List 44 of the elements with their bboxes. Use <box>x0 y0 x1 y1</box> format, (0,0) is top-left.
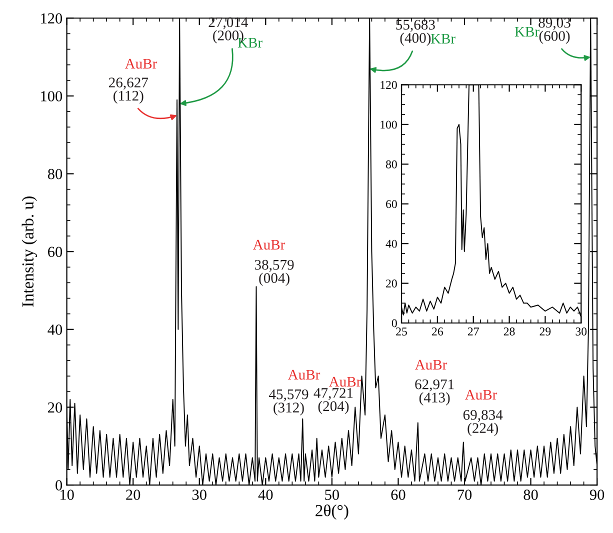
y-tick-label: 60 <box>48 246 62 258</box>
x-tick-label: 50 <box>325 490 339 500</box>
y-tick-label: 120 <box>41 13 62 24</box>
y-tick-label: 20 <box>386 280 397 288</box>
y-tick-label: 120 <box>380 80 397 89</box>
annotation: AuBr <box>464 390 498 400</box>
x-tick-label: 28 <box>504 328 515 336</box>
x-tick-label: 80 <box>524 490 538 500</box>
x-tick-label: 40 <box>258 490 273 500</box>
y-axis-title: Intensity (arb. u) <box>22 196 37 307</box>
annotation: 62,971 (413) <box>415 379 454 406</box>
annotation: AuBr <box>288 370 320 380</box>
annotation: 89,03 (600) <box>538 18 570 44</box>
annotation: KBr <box>430 34 456 44</box>
x-tick-label: 29 <box>540 328 551 336</box>
annotation: 47,721 (204) <box>314 388 353 414</box>
y-tick-label: 60 <box>386 200 397 208</box>
annotation: 38,579 (004) <box>254 260 294 286</box>
x-tick-label: 20 <box>126 490 140 500</box>
y-tick-label: 100 <box>41 91 62 102</box>
y-tick-label: 0 <box>392 319 397 328</box>
y-tick-label: 80 <box>48 168 62 180</box>
annotation: AuBr <box>124 58 158 69</box>
annotation: 69,834 (224) <box>463 410 503 436</box>
annotation: AuBr <box>328 376 362 387</box>
annotation: KBr <box>514 26 540 37</box>
annotation: AuBr <box>414 360 448 370</box>
y-tick-label: 40 <box>386 240 397 248</box>
annotation: 45,579 (312) <box>268 389 308 416</box>
y-tick-label: 20 <box>48 402 62 413</box>
x-tick-label: 90 <box>590 490 604 500</box>
x-tick-label: 10 <box>60 490 74 500</box>
x-tick-label: 30 <box>576 328 587 336</box>
x-tick-label: 27 <box>468 328 479 336</box>
x-tick-label: 70 <box>458 490 472 500</box>
annotation: AuBr <box>252 240 286 250</box>
x-tick-label: 30 <box>192 490 206 500</box>
x-tick-label: 26 <box>432 328 443 336</box>
y-tick-label: 0 <box>56 480 62 490</box>
y-tick-label: 80 <box>386 160 397 168</box>
x-tick-label: 25 <box>396 328 407 336</box>
y-tick-label: 100 <box>380 120 397 129</box>
x-axis-title: 2θ(°) <box>316 504 348 520</box>
annotation: 26,627 (112) <box>109 78 148 104</box>
